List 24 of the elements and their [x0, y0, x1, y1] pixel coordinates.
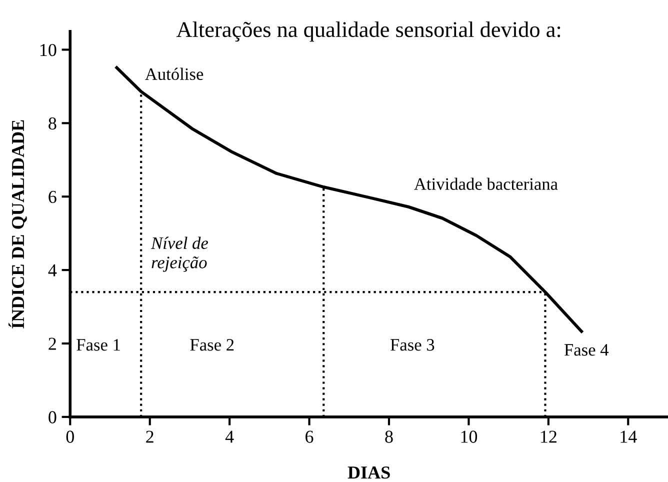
x-axis-title: DIAS: [348, 466, 390, 479]
x-tick-label: 8: [385, 430, 393, 443]
y-tick-label: 4: [48, 264, 57, 276]
ref-line-label: Nível de rejeição: [150, 236, 208, 272]
annotation: Fase 4: [564, 344, 609, 356]
x-tick-label: 0: [66, 430, 74, 443]
x-tick-label: 2: [146, 430, 154, 443]
y-tick-label: 0: [48, 411, 56, 424]
y-tick-label: 10: [40, 44, 56, 56]
annotation: Fase 2: [190, 339, 234, 351]
annotation: Autólise: [145, 68, 204, 80]
y-axis-title: ÍNDICE DE QUALIDADE: [8, 120, 27, 328]
x-tick-label: 6: [306, 430, 314, 443]
chart-title: Alterações na qualidade sensorial devido a:: [176, 21, 560, 42]
x-tick-label: 14: [620, 430, 637, 443]
annotation: Atividade bacteriana: [414, 178, 558, 190]
x-tick-label: 12: [540, 430, 556, 443]
annotation: Fase 3: [390, 339, 434, 351]
x-tick-label: 10: [461, 430, 478, 443]
y-tick-label: 6: [48, 190, 56, 204]
x-tick-label: 4: [225, 430, 234, 443]
y-tick-label: 2: [48, 338, 56, 350]
annotation: Fase 1: [76, 339, 120, 351]
y-tick-label: 8: [48, 117, 56, 130]
